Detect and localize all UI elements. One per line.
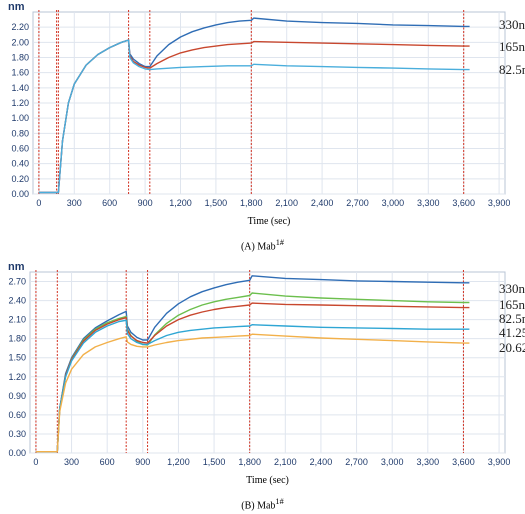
- chart-b-xtick-label: 300: [64, 457, 79, 467]
- chart-b: 0.00 0.30 0.60 0.90 1.20 1.50 1.80 2.10 2.40 2.70…: [8, 261, 525, 486]
- chart-a-caption-text: (A) Mab: [240, 241, 276, 253]
- chart-a-xtick-label: 3,300: [417, 198, 440, 208]
- chart-a-ytick-label: 0.40: [11, 159, 29, 169]
- chart-a-xtick-label: 600: [102, 198, 117, 208]
- chart-a-ytick-label: 0.60: [11, 144, 29, 154]
- chart-b-series-label: 41.25nM: [499, 325, 525, 340]
- chart-b-xtick-label: 1,800: [238, 457, 261, 467]
- chart-a-unit-label: nm: [8, 1, 25, 13]
- chart-a-xtick-label: 2,400: [311, 198, 334, 208]
- chart-b-ytick-label: 2.10: [8, 315, 26, 325]
- chart-a-xtick-label: 1,800: [240, 198, 263, 208]
- chart-b-xtick-label: 2,100: [274, 457, 297, 467]
- chart-a-series-label: 330nM: [499, 17, 525, 32]
- chart-b-x-axis-title: Time (sec): [246, 475, 289, 486]
- chart-b-ytick-label: 0.60: [8, 410, 26, 420]
- chart-a-ytick-label: 0.20: [11, 174, 29, 184]
- chart-b-caption: (B) Mab1#: [0, 497, 525, 511]
- chart-b-xtick-label: 900: [135, 457, 150, 467]
- chart-b-caption-text: (B) Mab: [241, 500, 276, 512]
- chart-a-xtick-label: 3,900: [488, 198, 511, 208]
- chart-b-ytick-label: 1.20: [8, 372, 26, 382]
- chart-b-xtick-label: 1,500: [203, 457, 226, 467]
- chart-b-ytick-label: 0.00: [8, 448, 26, 458]
- chart-a-xtick-label: 1,500: [205, 198, 228, 208]
- chart-b-ytick-label: 2.70: [8, 277, 26, 287]
- chart-a-caption: (A) Mab1#: [0, 238, 525, 252]
- chart-b-series-label: 82.5nM: [499, 311, 525, 326]
- chart-b-plot-area: [29, 271, 506, 454]
- chart-a-xtick-label: 900: [138, 198, 153, 208]
- chart-b-unit-label: nm: [8, 261, 25, 273]
- chart-a: 0.00 0.20 0.40 0.60 0.80 1.00 1.20 1.40 1.60 1.80…: [8, 1, 525, 227]
- chart-b-xtick-label: 3,000: [381, 457, 404, 467]
- chart-b-series-line: [35, 319, 470, 453]
- chart-b-series-label: 165nM: [499, 297, 525, 312]
- chart-b-series-line: [35, 302, 470, 453]
- chart-a-ytick-label: 0.80: [11, 128, 29, 138]
- chart-a-series-line: [38, 39, 470, 194]
- chart-a-ytick-label: 0.00: [11, 189, 29, 199]
- chart-a-ytick-label: 2.20: [11, 22, 29, 32]
- chart-a-xtick-label: 2,100: [275, 198, 298, 208]
- chart-b-xtick-label: 0: [33, 457, 38, 467]
- chart-a-xtick-label: 3,600: [452, 198, 475, 208]
- chart-a-ytick-label: 1.00: [11, 113, 29, 123]
- chart-a-ytick-label: 1.20: [11, 98, 29, 108]
- chart-b-caption-sup: 1#: [275, 497, 284, 506]
- chart-a-ytick-label: 1.80: [11, 53, 29, 63]
- chart-b-ytick-label: 2.40: [8, 296, 26, 306]
- chart-b-ytick-label: 1.80: [8, 334, 26, 344]
- chart-b-xtick-label: 3,600: [452, 457, 475, 467]
- chart-b-xtick-label: 3,300: [417, 457, 440, 467]
- chart-a-series-label: 82.5nM: [499, 62, 525, 77]
- chart-a-caption-sup: 1#: [275, 238, 285, 247]
- chart-b-xtick-label: 3,900: [488, 457, 511, 467]
- chart-b-ytick-label: 0.90: [8, 391, 26, 401]
- chart-a-xtick-label: 2,700: [346, 198, 369, 208]
- chart-a-x-axis-title: Time (sec): [248, 216, 291, 227]
- chart-b-ytick-label: 1.50: [8, 353, 26, 363]
- chart-a-xtick-label: 3,000: [382, 198, 405, 208]
- chart-b-xtick-label: 600: [100, 457, 115, 467]
- chart-b-xtick-label: 2,700: [345, 457, 368, 467]
- chart-a-xtick-label: 300: [67, 198, 82, 208]
- chart-b-xtick-label: 2,400: [310, 457, 333, 467]
- chart-b-xtick-label: 1,200: [167, 457, 190, 467]
- chart-a-ytick-label: 1.60: [11, 68, 29, 78]
- chart-a-ytick-label: 1.40: [11, 83, 29, 93]
- chart-b-ytick-label: 0.30: [8, 429, 26, 439]
- chart-b-series-line: [35, 333, 470, 453]
- chart-a-ytick-label: 2.00: [11, 37, 29, 47]
- chart-b-series-label: 330nM: [499, 281, 525, 296]
- chart-a-series-label: 165nM: [499, 39, 525, 54]
- chart-b-series-label: 20.625nM: [499, 340, 525, 355]
- chart-a-xtick-label: 1,200: [169, 198, 192, 208]
- chart-a-xtick-label: 0: [36, 198, 41, 208]
